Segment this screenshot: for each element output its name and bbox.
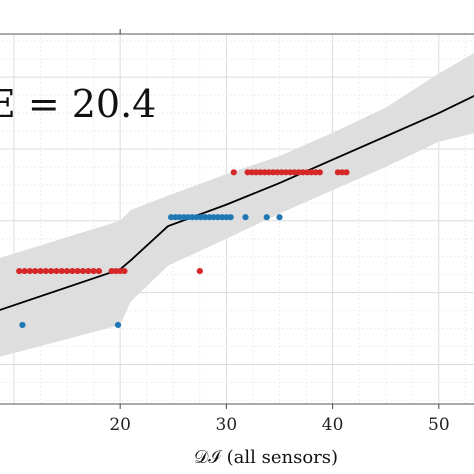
- data-point-red: [90, 267, 97, 275]
- data-point-blue: [193, 214, 200, 221]
- data-point-red: [42, 267, 49, 275]
- x-tick-label: 20: [109, 415, 131, 435]
- data-point-red: [312, 169, 319, 176]
- data-point-blue: [168, 214, 175, 221]
- data-point-red: [58, 267, 65, 275]
- data-point-blue: [202, 214, 209, 221]
- data-point-blue: [189, 214, 196, 221]
- data-point-red: [117, 267, 124, 275]
- confidence-band: [0, 53, 474, 357]
- data-point-red: [63, 267, 71, 275]
- data-point-red: [79, 267, 87, 275]
- plot-frame: [0, 33, 474, 405]
- data-point-red: [95, 267, 103, 275]
- data-points: [16, 169, 350, 329]
- data-point-red: [26, 267, 33, 275]
- data-point-red: [248, 169, 255, 176]
- data-point-red: [287, 169, 294, 176]
- data-point-red: [339, 169, 346, 176]
- data-point-red: [295, 169, 302, 176]
- data-point-red: [265, 169, 272, 176]
- data-point-red: [316, 169, 323, 176]
- data-point-blue: [176, 214, 183, 221]
- data-point-blue: [214, 214, 221, 221]
- x-tick-label: 30: [216, 415, 238, 435]
- data-point-red: [108, 267, 115, 275]
- data-point-red: [274, 169, 281, 176]
- data-point-red: [299, 169, 306, 176]
- data-point-red: [32, 267, 39, 275]
- data-point-blue: [197, 214, 204, 221]
- data-point-red: [244, 169, 251, 176]
- fit-line: [0, 95, 474, 311]
- data-point-blue: [172, 214, 179, 221]
- data-point-blue: [263, 214, 270, 221]
- data-point-red: [282, 169, 289, 176]
- data-point-red: [48, 267, 55, 275]
- data-point-red: [53, 267, 60, 275]
- data-point-red: [21, 267, 28, 275]
- data-point-red: [37, 267, 44, 275]
- data-point-red: [291, 169, 298, 176]
- data-point-red: [278, 169, 285, 176]
- x-axis-title: 𝒟ℐ (all sensors): [194, 447, 338, 468]
- data-point-red: [343, 169, 350, 176]
- data-point-blue: [206, 214, 213, 221]
- data-point-red: [121, 267, 128, 275]
- data-point-blue: [185, 214, 192, 221]
- data-point-blue: [210, 214, 217, 221]
- data-point-red: [308, 169, 315, 176]
- data-point-red: [16, 267, 23, 275]
- data-point-blue: [19, 321, 26, 329]
- x-tick-label: 40: [322, 415, 344, 435]
- data-point-blue: [219, 214, 226, 221]
- data-point-red: [85, 267, 92, 275]
- data-point-red: [253, 169, 260, 176]
- data-point-red: [304, 169, 311, 176]
- data-point-red: [270, 169, 277, 176]
- data-point-red: [69, 267, 76, 275]
- data-point-blue: [276, 214, 283, 221]
- x-ticks: 20 30 40 50: [109, 29, 450, 435]
- error-annotation: E = 20.4: [0, 82, 156, 126]
- data-point-red: [257, 169, 264, 176]
- data-point-blue: [180, 214, 187, 221]
- data-point-red: [334, 169, 342, 176]
- data-point-blue: [114, 321, 122, 329]
- data-point-blue: [227, 214, 234, 221]
- data-point-red: [261, 169, 268, 176]
- data-point-blue: [242, 214, 249, 221]
- x-tick-label: 50: [428, 415, 450, 435]
- data-point-red: [74, 267, 81, 275]
- data-point-red: [196, 267, 203, 275]
- data-point-red: [112, 267, 120, 275]
- data-point-red: [230, 169, 237, 176]
- data-point-blue: [223, 214, 230, 221]
